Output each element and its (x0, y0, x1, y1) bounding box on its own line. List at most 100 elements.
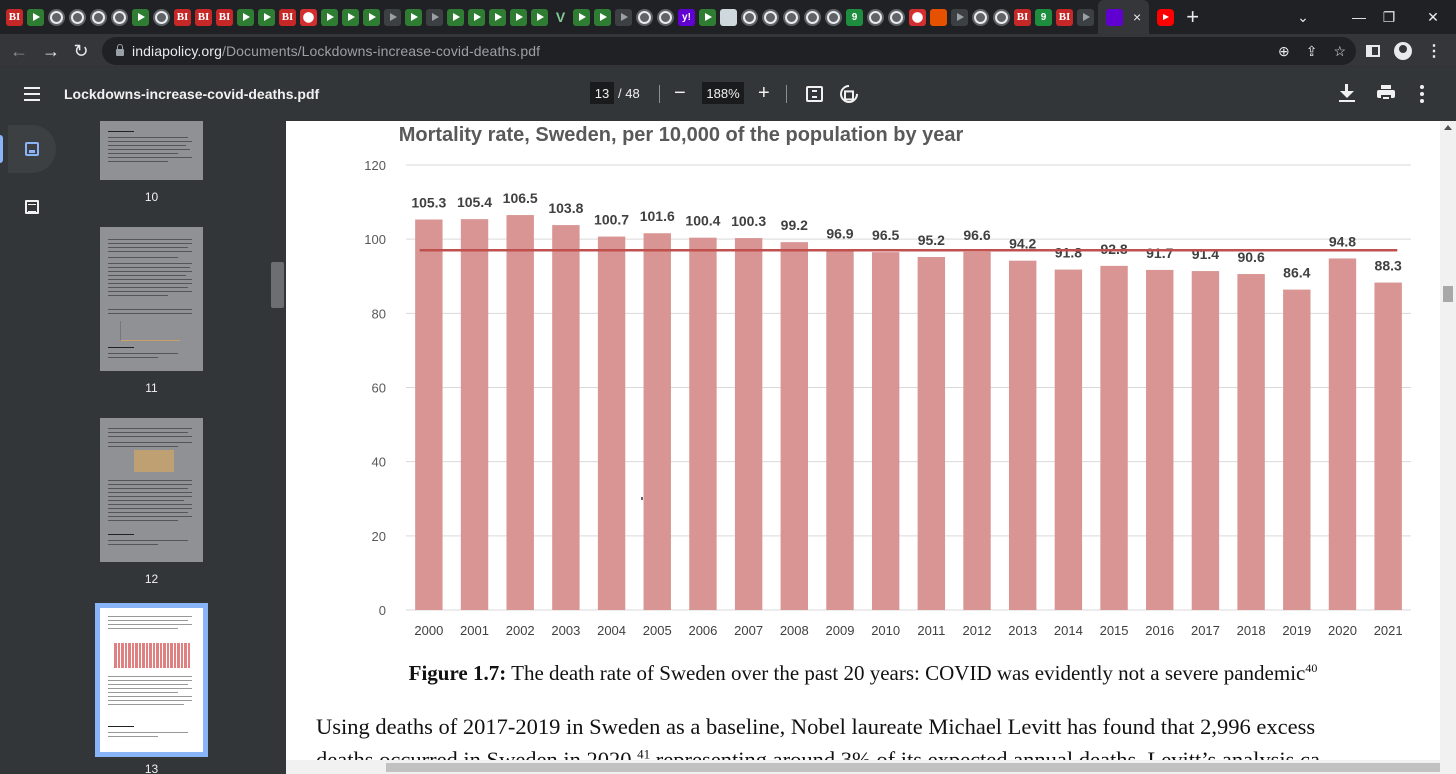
play-tab-icon[interactable] (363, 8, 380, 26)
outline-icon (25, 200, 39, 214)
globe-tab-icon[interactable] (783, 8, 800, 26)
back-button[interactable]: ← (10, 40, 28, 61)
dark-tab-icon[interactable] (426, 8, 443, 26)
play-tab-icon[interactable] (468, 8, 485, 26)
globe-tab-icon[interactable] (636, 8, 653, 26)
close-window-button[interactable]: ✕ (1427, 8, 1439, 25)
forward-button[interactable]: → (42, 40, 60, 61)
play-tab-icon[interactable] (405, 8, 422, 26)
globe-tab-icon[interactable] (804, 8, 821, 26)
red-tab-icon[interactable]: ⬤ (300, 8, 317, 26)
globe-tab-icon[interactable] (972, 8, 989, 26)
scroll-up-arrow[interactable] (1444, 125, 1452, 130)
x-tick-label: 2021 (1374, 623, 1403, 638)
viewer-scrollbar[interactable] (1440, 121, 1456, 774)
page-thumbnail-10[interactable] (100, 121, 203, 180)
reload-button[interactable]: ↻ (73, 40, 89, 61)
play-tab-icon[interactable] (237, 8, 254, 26)
globe-tab-icon[interactable] (90, 8, 107, 26)
bar-2002 (506, 215, 534, 610)
play-tab-icon[interactable] (531, 8, 548, 26)
globe-tab-icon[interactable] (153, 8, 170, 26)
page-thumbnail-11[interactable] (100, 227, 203, 371)
print-icon[interactable] (1377, 85, 1395, 101)
bi-tab-icon[interactable]: BI (279, 8, 296, 26)
play-tab-icon[interactable] (132, 8, 149, 26)
green9-tab-icon[interactable]: 9 (1035, 8, 1052, 26)
play-tab-icon[interactable] (342, 8, 359, 26)
sidebar-scrollbar[interactable] (270, 121, 286, 774)
browser-menu-icon[interactable]: ⋮ (1426, 43, 1442, 60)
play-tab-icon[interactable] (573, 8, 590, 26)
play-tab-icon[interactable] (489, 8, 506, 26)
profile-avatar[interactable] (1394, 42, 1412, 60)
share-icon[interactable]: ⇪ (1305, 42, 1318, 59)
dark-tab-icon[interactable] (1077, 8, 1094, 26)
active-tab[interactable]: × (1098, 0, 1150, 34)
sheet-tab-icon[interactable] (720, 8, 737, 26)
yahoo-tab-icon[interactable]: y! (678, 8, 695, 26)
horizontal-scrollbar[interactable] (286, 760, 1440, 774)
more-options-icon[interactable] (1420, 85, 1424, 103)
rotate-icon[interactable] (836, 81, 862, 107)
thumbnails-view-button[interactable] (0, 125, 56, 173)
globe-tab-icon[interactable] (867, 8, 884, 26)
play-tab-icon[interactable] (447, 8, 464, 26)
green9-tab-icon[interactable]: 9 (846, 8, 863, 26)
globe-tab-icon[interactable] (825, 8, 842, 26)
play-tab-icon[interactable] (699, 8, 716, 26)
globe-tab-icon[interactable] (111, 8, 128, 26)
tab-search-icon[interactable]: ⌄ (1297, 8, 1309, 25)
new-tab-button[interactable]: + (1186, 4, 1200, 29)
vee-tab-icon[interactable]: V (555, 9, 566, 25)
dark-tab-icon[interactable] (951, 8, 968, 26)
dark-tab-icon[interactable] (384, 8, 401, 26)
lock-icon[interactable] (116, 44, 124, 56)
restore-button[interactable]: ❐ (1382, 8, 1396, 25)
globe-tab-icon[interactable] (657, 8, 674, 26)
bi-tab-icon[interactable]: BI (195, 8, 212, 26)
side-panel-icon[interactable] (1366, 45, 1380, 57)
play-tab-icon[interactable] (594, 8, 611, 26)
globe-tab-icon[interactable] (741, 8, 758, 26)
dark-tab-icon[interactable] (615, 8, 632, 26)
tab-close-button[interactable]: × (1133, 9, 1142, 25)
page-thumbnail-13[interactable] (95, 603, 208, 757)
play-tab-icon[interactable] (510, 8, 527, 26)
zoom-input[interactable]: 188% (702, 82, 744, 104)
data-label: 88.3 (1375, 258, 1402, 274)
bi-tab-icon[interactable]: BI (1056, 8, 1073, 26)
x-tick-label: 2011 (917, 623, 945, 638)
bi-tab-icon[interactable]: BI (216, 8, 233, 26)
globe-tab-icon[interactable] (993, 8, 1010, 26)
x-tick-label: 2010 (871, 623, 900, 638)
outline-view-button[interactable] (8, 183, 56, 231)
minimize-button[interactable]: — (1352, 9, 1366, 25)
orange-tab-icon[interactable] (930, 8, 947, 26)
bi-tab-icon[interactable]: BI (1014, 8, 1031, 26)
bookmark-star-icon[interactable]: ☆ (1333, 42, 1346, 59)
page-thumbnail-12[interactable] (100, 418, 203, 562)
globe-tab-icon[interactable] (762, 8, 779, 26)
address-bar[interactable]: indiapolicy.org/Documents/Lockdowns-incr… (102, 37, 1356, 65)
bi-tab-icon[interactable]: BI (174, 8, 191, 26)
play-tab-icon[interactable] (27, 8, 44, 26)
download-icon[interactable] (1338, 84, 1356, 104)
youtube-tab-icon[interactable] (1157, 8, 1175, 26)
globe-tab-icon[interactable] (69, 8, 86, 26)
bi-tab-icon[interactable]: BI (6, 8, 23, 26)
play-tab-icon[interactable] (258, 8, 275, 26)
zoom-in-button[interactable]: + (758, 82, 770, 104)
menu-icon[interactable] (24, 87, 40, 101)
zoom-out-button[interactable]: − (674, 82, 686, 104)
play-tab-icon[interactable] (321, 8, 338, 26)
globe-tab-icon[interactable] (48, 8, 65, 26)
page-number-input[interactable]: 13 (590, 82, 614, 104)
zoom-icon[interactable]: ⊕ (1277, 42, 1290, 59)
data-label: 100.4 (685, 213, 720, 229)
caption-label: Figure 1.7: (408, 661, 507, 685)
fit-page-icon[interactable] (806, 86, 823, 102)
globe-tab-icon[interactable] (888, 8, 905, 26)
red-tab-icon[interactable]: ⬤ (909, 8, 926, 26)
